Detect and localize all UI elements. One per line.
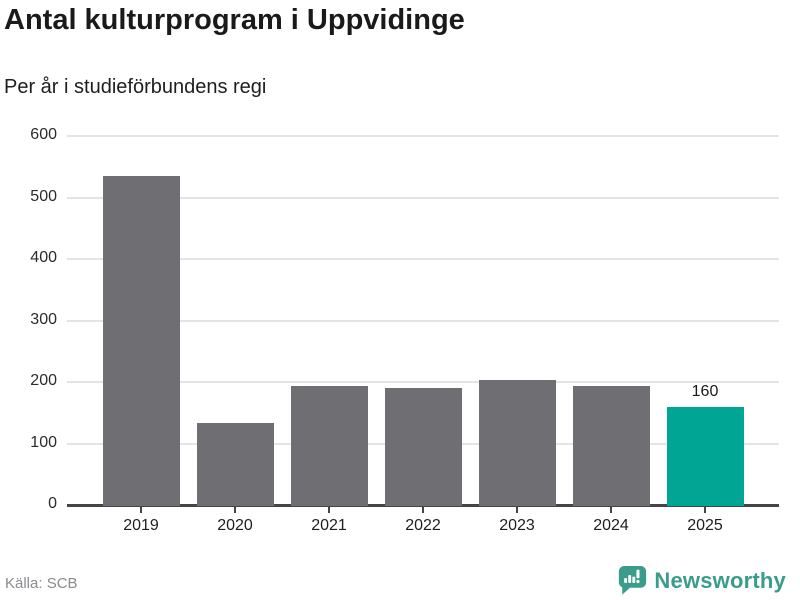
y-gridline <box>67 381 779 383</box>
y-gridline <box>67 258 779 260</box>
y-gridline <box>67 135 779 137</box>
y-axis-tick-label: 500 <box>30 187 57 205</box>
y-gridline <box>67 196 779 199</box>
x-axis-tick <box>234 507 236 513</box>
x-axis-tick-label: 2021 <box>311 517 347 534</box>
chart-subtitle: Per år i studieförbundens regi <box>4 76 267 98</box>
x-axis-tick <box>422 507 424 513</box>
x-axis-tick-label: 2023 <box>499 517 535 534</box>
x-axis-tick <box>140 507 142 513</box>
bar-value-label: 160 <box>691 382 719 400</box>
y-axis-tick-label: 0 <box>48 495 57 512</box>
x-axis-tick <box>516 507 518 513</box>
source-text: Källa: SCB <box>5 575 78 592</box>
bar-2022 <box>384 388 462 506</box>
x-axis-tick <box>610 507 612 513</box>
bar-2025 <box>666 406 744 506</box>
newsworthy-wordmark: Newsworthy <box>654 567 786 593</box>
x-axis-tick <box>704 507 706 513</box>
y-axis-tick-label: 400 <box>30 249 57 266</box>
bar-2020 <box>196 423 274 506</box>
y-gridline <box>67 319 779 322</box>
y-axis-tick-label: 600 <box>30 126 57 143</box>
x-axis-tick-label: 2020 <box>217 517 253 534</box>
bar-2023 <box>478 380 556 506</box>
x-axis-tick-label: 2025 <box>687 517 723 534</box>
bar-2019 <box>102 175 180 506</box>
x-axis-tick-label: 2019 <box>123 517 159 534</box>
y-axis-tick-label: 200 <box>30 372 57 389</box>
x-axis-tick-label: 2024 <box>593 517 629 534</box>
chart-title: Antal kulturprogram i Uppvidinge <box>4 4 465 36</box>
x-axis-tick-label: 2022 <box>405 517 441 534</box>
y-axis-tick-label: 100 <box>30 433 57 451</box>
bar-2021 <box>290 386 368 506</box>
newsworthy-logo: Newsworthy <box>618 565 786 596</box>
newsworthy-bubble-chart-icon <box>618 565 647 596</box>
bar-chart-plot: 0 100 200 300 400 500 600 2019 2020 2021 2022 2023 2… <box>30 126 779 534</box>
x-axis-tick <box>328 507 330 513</box>
bar-2024 <box>572 386 650 506</box>
y-axis-tick-label: 300 <box>30 310 57 328</box>
